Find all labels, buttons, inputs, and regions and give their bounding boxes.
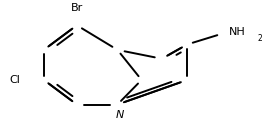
Text: N: N xyxy=(116,110,124,120)
Text: NH: NH xyxy=(229,27,246,37)
Text: Br: Br xyxy=(71,2,83,13)
Text: 2: 2 xyxy=(257,34,262,43)
Text: Cl: Cl xyxy=(9,75,20,85)
